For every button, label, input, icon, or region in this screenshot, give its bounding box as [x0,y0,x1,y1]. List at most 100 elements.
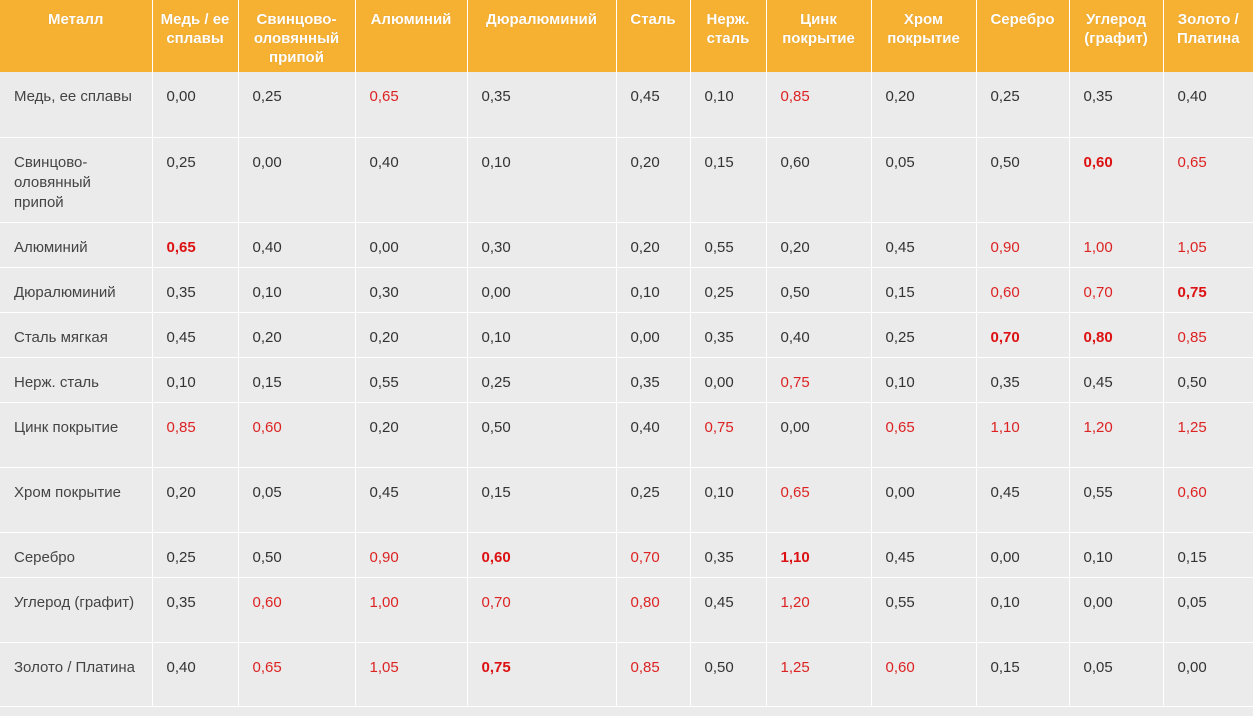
table-cell: 0,00 [616,312,691,358]
table-row: Цинк покрытие 0,85 0,60 0,20 0,50 0,40 0… [0,402,1253,468]
row-header: Золото / Платина [0,642,153,707]
table-cell: 0,50 [238,532,356,578]
table-cell: 0,00 [355,222,468,268]
row-header: Серебро [0,532,153,578]
table-row: Алюминий 0,65 0,40 0,00 0,30 0,20 0,55 0… [0,222,1253,268]
table-cell: 0,80 [1069,312,1164,358]
table-cell: 0,10 [238,267,356,313]
table-cell: 0,90 [355,532,468,578]
table-cell: 0,35 [467,72,617,138]
table-cell: 0,75 [467,642,617,707]
table-cell: 1,10 [976,402,1070,468]
table-cell: 0,75 [766,357,872,403]
table-cell: 0,65 [1163,137,1253,223]
header-cell: Углерод (графит) [1069,0,1164,72]
table-cell: 1,05 [1163,222,1253,268]
table-cell: 0,70 [616,532,691,578]
table-cell: 0,30 [467,222,617,268]
table-cell: 0,40 [616,402,691,468]
table-row: Хром покрытие 0,20 0,05 0,45 0,15 0,25 0… [0,467,1253,533]
table-cell: 0,35 [616,357,691,403]
table-cell: 0,00 [238,137,356,223]
table-cell: 0,10 [616,267,691,313]
table-cell: 0,85 [1163,312,1253,358]
header-cell: Сталь [616,0,691,72]
table-cell: 0,70 [1069,267,1164,313]
row-header: Цинк покрытие [0,402,153,468]
header-cell: Алюминий [355,0,468,72]
header-cell: Металл [0,0,153,72]
table-row: Нерж. сталь 0,10 0,15 0,55 0,25 0,35 0,0… [0,357,1253,403]
table-cell: 1,25 [766,642,872,707]
table-cell: 0,25 [616,467,691,533]
header-cell: Медь / ее сплавы [152,0,239,72]
table-cell: 0,00 [871,467,977,533]
table-cell: 0,75 [1163,267,1253,313]
table-row: Золото / Платина 0,40 0,65 1,05 0,75 0,8… [0,642,1253,707]
table-cell: 0,65 [152,222,239,268]
table-cell: 0,65 [238,642,356,707]
table-cell: 0,35 [690,532,767,578]
table-cell: 0,85 [152,402,239,468]
table-cell: 0,20 [616,137,691,223]
table-cell: 0,85 [616,642,691,707]
table-cell: 0,10 [467,312,617,358]
table-cell: 0,10 [467,137,617,223]
table-cell: 0,60 [238,577,356,643]
table-cell: 0,20 [766,222,872,268]
table-cell: 1,25 [1163,402,1253,468]
table-cell: 0,40 [152,642,239,707]
table-cell: 0,00 [766,402,872,468]
table-cell: 0,65 [766,467,872,533]
table-cell: 0,25 [152,532,239,578]
table-row: Серебро 0,25 0,50 0,90 0,60 0,70 0,35 1,… [0,532,1253,578]
table-cell: 0,15 [871,267,977,313]
header-cell: Дюралюминий [467,0,617,72]
table-cell: 0,60 [1069,137,1164,223]
table-cell: 0,50 [1163,357,1253,403]
table-cell: 0,45 [871,532,977,578]
table-cell: 0,70 [976,312,1070,358]
header-cell: Свинцово-оловянный припой [238,0,356,72]
table-cell: 1,05 [355,642,468,707]
row-header: Свинцово-оловянный припой [0,137,153,223]
table-cell: 0,45 [871,222,977,268]
table-cell: 0,45 [690,577,767,643]
table-cell: 0,20 [355,402,468,468]
table-cell: 0,05 [238,467,356,533]
table-cell: 1,20 [766,577,872,643]
table-cell: 0,20 [871,72,977,138]
table-cell: 0,25 [976,72,1070,138]
header-cell: Золото / Платина [1163,0,1253,72]
table-cell: 1,00 [355,577,468,643]
table-cell: 0,45 [616,72,691,138]
table-cell: 0,40 [766,312,872,358]
table-cell: 0,00 [1163,642,1253,707]
table-cell: 0,65 [871,402,977,468]
table-cell: 0,00 [690,357,767,403]
table-cell: 0,25 [871,312,977,358]
table-cell: 0,60 [238,402,356,468]
table-cell: 0,80 [616,577,691,643]
row-header: Углерод (графит) [0,577,153,643]
table-cell: 0,10 [976,577,1070,643]
table-cell: 0,35 [690,312,767,358]
table-cell: 0,70 [467,577,617,643]
table-cell: 0,15 [467,467,617,533]
table-cell: 0,60 [976,267,1070,313]
table-cell: 0,25 [238,72,356,138]
table-cell: 0,50 [976,137,1070,223]
table-cell: 0,55 [1069,467,1164,533]
header-cell: Серебро [976,0,1070,72]
table-row: Медь, ее сплавы 0,00 0,25 0,65 0,35 0,45… [0,72,1253,138]
table-cell: 0,55 [355,357,468,403]
table-cell: 0,20 [238,312,356,358]
table-cell: 0,60 [766,137,872,223]
table-row: Дюралюминий 0,35 0,10 0,30 0,00 0,10 0,2… [0,267,1253,313]
table-cell: 0,65 [355,72,468,138]
table-cell: 0,00 [976,532,1070,578]
table-cell: 0,50 [467,402,617,468]
table-cell: 0,10 [690,467,767,533]
header-row: Металл Медь / ее сплавы Свинцово-оловянн… [0,0,1253,72]
